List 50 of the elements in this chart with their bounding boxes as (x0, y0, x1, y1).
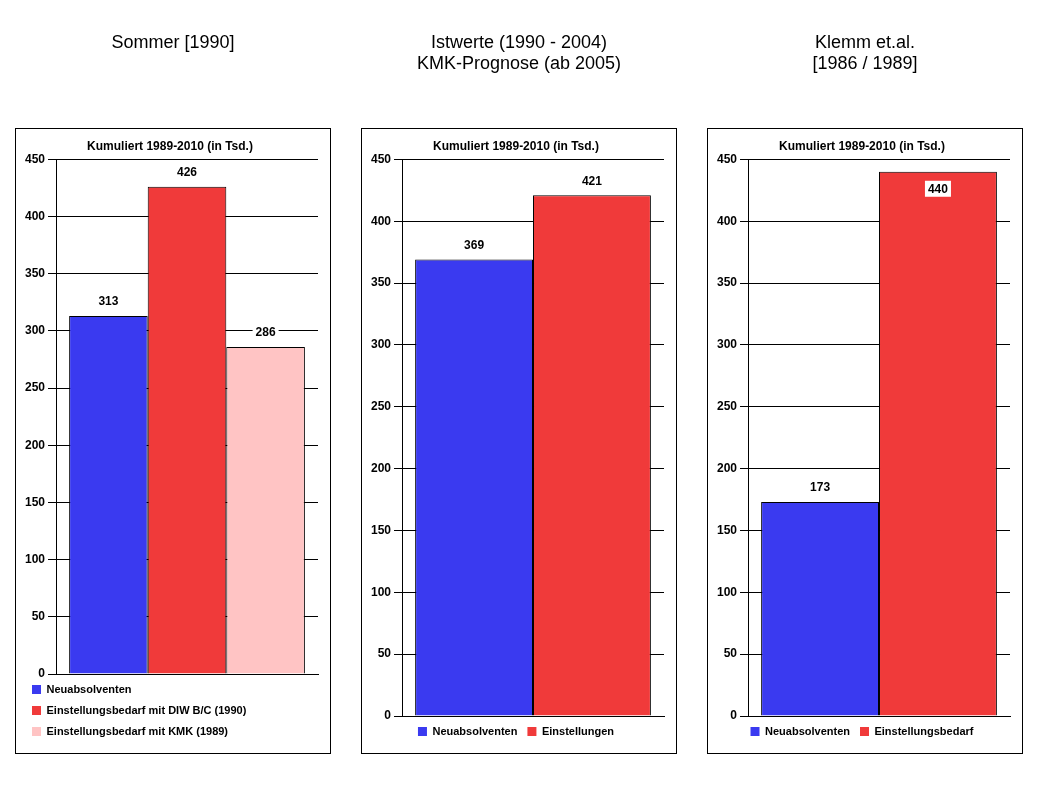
y-tick-label: 400 (24, 208, 46, 223)
data-label: 369 (464, 237, 485, 252)
legend-label: Einstellungsbedarf mit KMK (1989) (46, 724, 229, 737)
chart-subtitle: Kumuliert 1989-2010 (in Tsd.) (87, 138, 253, 153)
legend-label: Einstellungsbedarf (874, 724, 974, 737)
data-label: 421 (581, 173, 603, 188)
y-tick-label: 150 (370, 522, 392, 537)
y-tick-label: 100 (370, 584, 392, 599)
y-tick-label: 300 (370, 337, 392, 352)
chart-title: Istwerte (1990 - 2004) KMK-Prognose (ab 2005) (416, 31, 622, 75)
data-label: 173 (810, 480, 831, 495)
y-tick-label: 300 (716, 337, 738, 352)
y-tick-label: 350 (716, 275, 738, 290)
chart-subtitle: Kumuliert 1989-2010 (in Tsd.) (433, 138, 599, 153)
y-tick-label: 100 (24, 551, 46, 566)
y-tick-label: 250 (24, 380, 46, 395)
y-tick-label: 200 (716, 460, 738, 475)
y-tick-label: 0 (384, 708, 392, 723)
data-label: 440 (927, 182, 949, 197)
y-tick-label: 150 (24, 494, 46, 509)
y-tick-label: 250 (716, 399, 738, 414)
y-tick-label: 0 (730, 708, 738, 723)
y-tick-label: 100 (716, 584, 738, 599)
y-tick-label: 150 (716, 522, 738, 537)
y-tick-label: 400 (370, 213, 392, 228)
y-tick-label: 250 (370, 399, 392, 414)
y-tick-label: 400 (716, 213, 738, 228)
legend-label: Einstellungsbedarf mit DIW B/C (1990) (46, 703, 247, 716)
y-tick-label: 450 (370, 151, 392, 166)
y-tick-label: 450 (24, 151, 46, 166)
legend-label: Neuabsolventen (765, 724, 851, 737)
y-tick-label: 450 (716, 151, 738, 166)
legend-label: Einstellungen (541, 724, 615, 737)
chart-title: Sommer [1990] (111, 31, 235, 54)
y-tick-label: 350 (370, 275, 392, 290)
data-label: 426 (177, 165, 198, 180)
chart-subtitle: Kumuliert 1989-2010 (in Tsd.) (779, 138, 945, 153)
y-tick-label: 350 (24, 266, 46, 281)
y-tick-label: 300 (24, 323, 46, 338)
chart-title: Klemm et.al. [1986 / 1989] (812, 31, 918, 75)
data-label: 286 (255, 325, 276, 340)
legend-label: Neuabsolventen (46, 682, 132, 695)
legend-label: Neuabsolventen (432, 724, 518, 737)
y-tick-label: 50 (723, 646, 738, 661)
y-tick-label: 50 (31, 609, 46, 624)
y-tick-label: 50 (377, 646, 392, 661)
y-tick-label: 200 (370, 460, 392, 475)
y-tick-label: 200 (24, 437, 46, 452)
data-label: 313 (98, 294, 119, 309)
y-tick-label: 0 (38, 666, 46, 681)
